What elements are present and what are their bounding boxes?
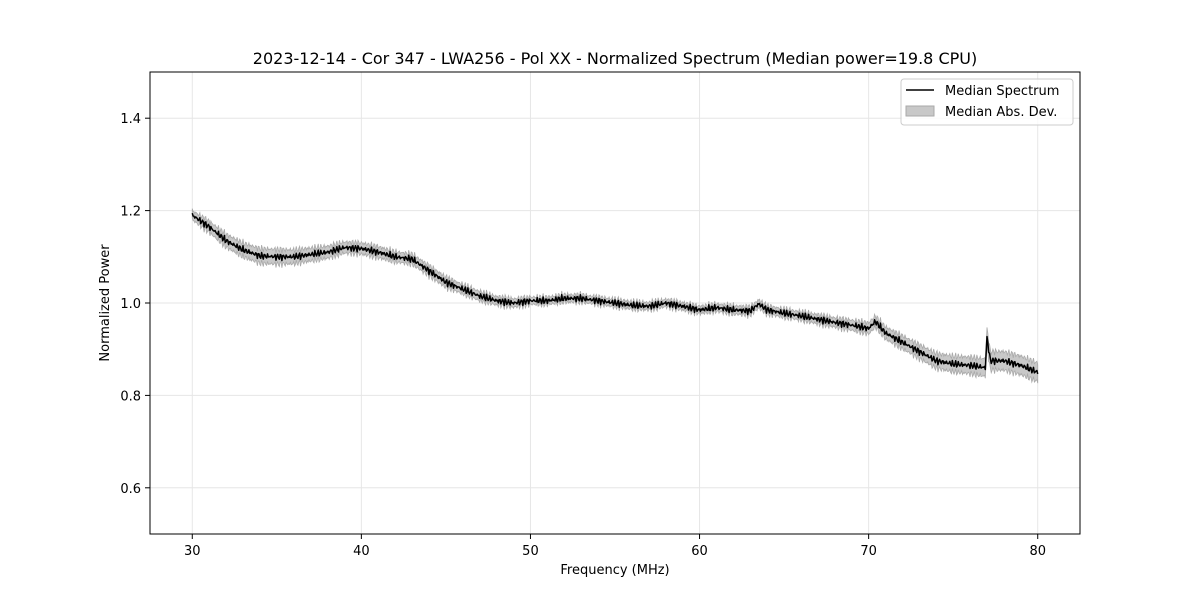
y-tick-label: 1.2 [120, 205, 141, 220]
x-tick-label: 30 [184, 544, 201, 559]
y-axis-label: Normalized Power [98, 244, 113, 362]
x-tick-label: 40 [353, 544, 370, 559]
median-spectrum-line [191, 212, 1039, 375]
x-axis-label: Frequency (MHz) [560, 563, 669, 578]
x-tick-label: 80 [1029, 544, 1046, 559]
x-axis-ticks: 30 40 50 60 70 80 [184, 534, 1046, 559]
y-tick-label: 0.8 [120, 389, 141, 404]
y-axis-ticks: 0.6 0.8 1.0 1.2 1.4 [120, 112, 150, 497]
chart-title: 2023-12-14 - Cor 347 - LWA256 - Pol XX -… [253, 49, 977, 68]
y-tick-label: 1.0 [120, 297, 141, 312]
x-tick-label: 60 [691, 544, 708, 559]
legend: Median Spectrum Median Abs. Dev. [900, 78, 1074, 126]
legend-line-label: Median Spectrum [945, 84, 1059, 99]
x-tick-label: 50 [522, 544, 539, 559]
x-tick-label: 70 [860, 544, 877, 559]
legend-band-swatch [905, 105, 935, 117]
y-tick-label: 1.4 [120, 112, 141, 127]
y-tick-label: 0.6 [120, 482, 141, 497]
legend-band-label: Median Abs. Dev. [945, 105, 1057, 120]
legend-box [900, 78, 1074, 126]
